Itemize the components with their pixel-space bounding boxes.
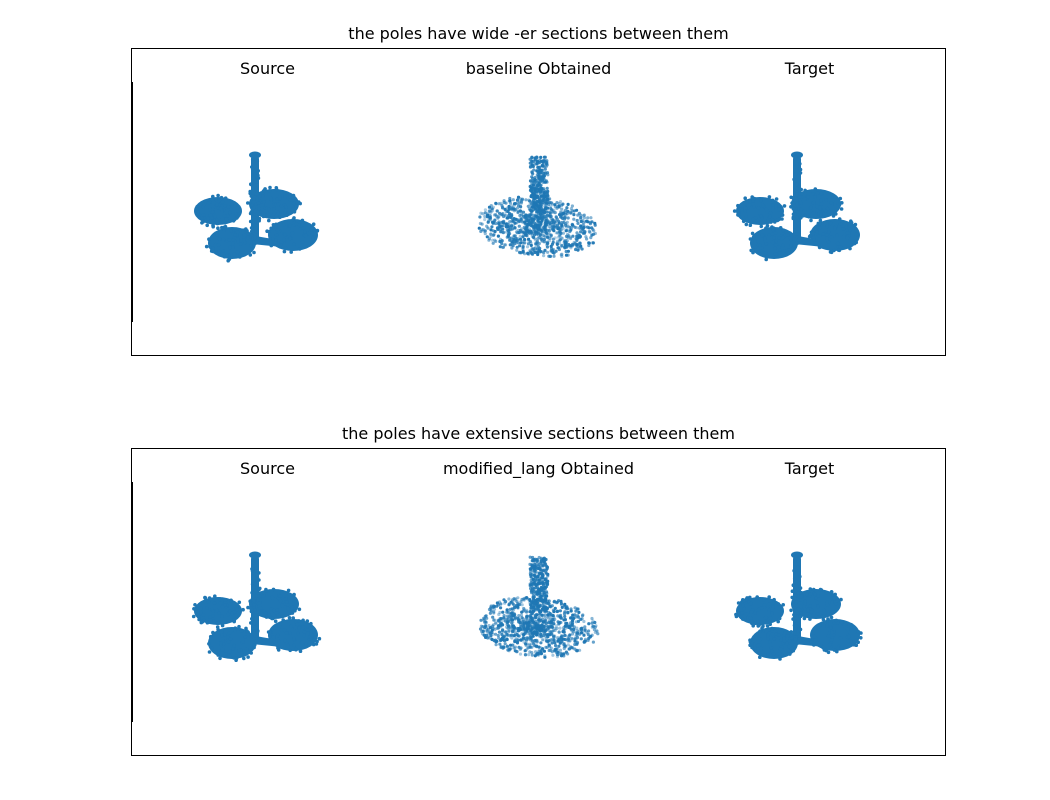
point-cloud-target xyxy=(734,551,863,661)
subplot-obtained: baseline Obtained xyxy=(403,49,674,355)
subplot-obtained: modified_lang Obtained xyxy=(403,449,674,755)
subplot-source: Source xyxy=(132,449,403,755)
panel-title-2: the poles have extensive sections betwee… xyxy=(342,424,735,443)
point-cloud-obtained xyxy=(478,555,600,659)
subplot-title: modified_lang Obtained xyxy=(442,459,635,478)
panel-title-1: the poles have wide -er sections between… xyxy=(348,24,729,43)
subplot-title: Source xyxy=(240,459,295,478)
subplot-target: Target xyxy=(674,449,945,755)
point-cloud-obtained xyxy=(477,155,597,258)
subplot-title: baseline Obtained xyxy=(465,59,612,78)
axis-spine xyxy=(132,482,133,722)
subplot-source: Source xyxy=(132,49,403,355)
panel-1: Source baseline Obtained Target xyxy=(131,48,946,356)
point-cloud-source xyxy=(194,151,320,263)
axis-spine xyxy=(132,82,133,322)
point-cloud-target xyxy=(732,151,860,262)
subplot-title: Source xyxy=(240,59,295,78)
subplot-title: Target xyxy=(784,459,835,478)
point-cloud-source xyxy=(191,551,322,662)
subplot-target: Target xyxy=(674,49,945,355)
subplot-title: Target xyxy=(784,59,835,78)
panel-2: Source modified_lang Obtained Target xyxy=(131,448,946,756)
